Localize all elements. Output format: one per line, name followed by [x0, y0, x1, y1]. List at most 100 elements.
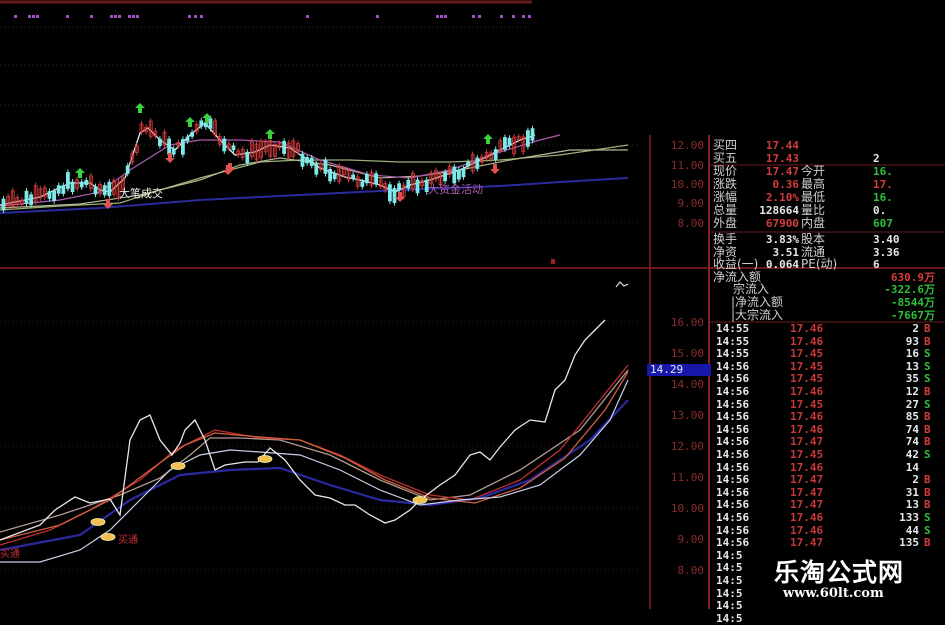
candle-body — [466, 161, 471, 167]
quote-value-2: 17. — [873, 178, 893, 191]
signal-dot — [376, 15, 379, 18]
candle-body — [346, 170, 351, 180]
trade-side: B — [924, 536, 931, 550]
trade-price: 17.46 — [790, 523, 824, 537]
candle-body — [148, 120, 153, 137]
quote-value: 17.47 — [765, 165, 799, 178]
quote-label-2: 今开 — [801, 164, 826, 178]
trade-row: 14:56 17.47 74 B — [716, 436, 945, 448]
trade-row: 14:55 17.45 16 S — [716, 348, 945, 360]
upper-gridlines — [0, 26, 640, 223]
trade-row: 14:56 17.46 133 S — [716, 512, 945, 524]
trade-row: 14:56 17.46 12 B — [716, 386, 945, 398]
trade-price: 17.45 — [790, 347, 824, 361]
trade-side: B — [924, 322, 931, 335]
quote-value-2: 3.36 — [873, 246, 900, 259]
trade-price: 17.47 — [790, 435, 824, 449]
quote-value-2: 607 — [873, 217, 893, 230]
candle-body — [323, 159, 328, 174]
candle-body — [144, 127, 149, 133]
trade-side: S — [924, 372, 931, 386]
flow-value: -7667万 — [890, 309, 935, 322]
trade-row: 14:5 — [716, 562, 945, 574]
candle-body — [112, 180, 116, 195]
trade-price: 17.46 — [790, 385, 824, 398]
signal-dot — [28, 15, 31, 18]
trade-price: 17.46 — [790, 322, 824, 335]
axis-label: 11.00 — [670, 159, 704, 172]
trade-volume: 44 — [905, 523, 919, 537]
indicator-blue-line — [0, 399, 629, 552]
candle-body — [38, 188, 43, 199]
trade-row: 14:56 17.46 85 B — [716, 411, 945, 423]
watermark-url: www.60lt.com — [783, 586, 884, 601]
signal-dot — [32, 15, 35, 18]
signal-dot — [90, 15, 93, 18]
candle-body — [56, 185, 61, 194]
candle-body — [24, 190, 29, 204]
flow-value: -8544万 — [890, 296, 935, 309]
trade-side: S — [924, 448, 931, 461]
signal-dot — [66, 15, 69, 18]
candle-body — [240, 148, 245, 159]
gold-ingot-icon — [100, 533, 116, 541]
signal-dot — [36, 15, 39, 18]
lower-gridlines — [0, 321, 640, 571]
candle-body — [475, 157, 480, 169]
quote-value: 3.51 — [772, 246, 800, 259]
candle-body — [79, 181, 84, 188]
annotation-buy-2: 买通 — [118, 535, 138, 546]
trade-row: 14:56 17.47 13 B — [716, 499, 945, 511]
candle-body — [410, 172, 415, 190]
ma-olive — [0, 149, 628, 209]
trade-side: S — [924, 359, 931, 373]
buy-signal-arrows — [75, 103, 493, 178]
candle-body — [429, 172, 434, 185]
trade-volume: 74 — [905, 435, 919, 449]
candle-body — [185, 136, 190, 142]
quote-value: 0.064 — [765, 258, 799, 271]
trade-volume: 93 — [905, 334, 919, 348]
candle-body — [272, 144, 277, 157]
annotation-big-money: 大资金活动 — [428, 183, 483, 196]
up-arrow-icon — [135, 103, 145, 113]
quote-value-2: 6 — [873, 258, 880, 271]
candle-body — [530, 128, 535, 141]
fund-flow-row: 宗流入 -322.6万 — [713, 283, 945, 297]
trade-row: 14:56 17.45 42 S — [716, 449, 945, 461]
candle-body — [397, 183, 402, 191]
candle-body — [208, 118, 213, 129]
flow-value: 630.9万 — [890, 271, 935, 284]
axis-label: 11.00 — [670, 471, 704, 484]
candle-body — [102, 185, 107, 196]
quote-label-2: PE(动) — [801, 257, 838, 271]
trade-volume: 35 — [905, 372, 919, 386]
trade-side: S — [924, 397, 931, 411]
candle-body — [360, 181, 365, 187]
gold-ingot-icon — [90, 518, 106, 526]
trade-time: 14:56 — [716, 410, 750, 424]
candle-body — [98, 184, 102, 194]
quote-row: 涨幅 2.10% 最低 16. — [713, 191, 945, 205]
candle-body — [47, 191, 52, 199]
candle-body — [134, 145, 139, 153]
trade-price: 17.46 — [790, 511, 824, 524]
axis-label: 9.00 — [677, 197, 705, 210]
trade-time: 14:5 — [716, 561, 743, 575]
trade-volume: 12 — [905, 385, 919, 398]
candle-body — [328, 169, 333, 182]
candle-body — [203, 122, 208, 128]
candle-body — [6, 196, 10, 207]
axis-label: 9.00 — [677, 533, 705, 546]
candle-body — [33, 185, 38, 203]
trade-price: 17.45 — [790, 359, 824, 373]
trade-side: B — [924, 385, 931, 398]
candle-body — [300, 153, 305, 167]
candle-body — [387, 184, 392, 202]
trade-time: 14:56 — [716, 498, 750, 512]
trade-side: B — [924, 334, 931, 348]
quote-row: 收益(一) 0.064 PE(动) 6 — [713, 257, 945, 272]
candle-body — [447, 165, 452, 175]
trade-time: 14:5 — [716, 599, 743, 613]
trade-row: 14:56 17.46 14 — [716, 461, 945, 474]
